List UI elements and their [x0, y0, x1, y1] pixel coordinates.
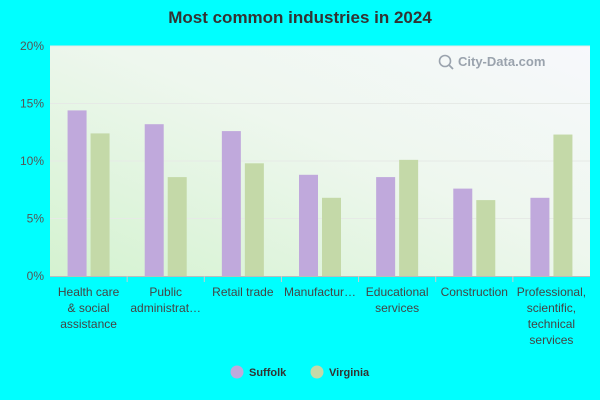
- x-tick-label: Professional, scientific, technical service…: [517, 285, 586, 347]
- x-tick-label: Construction: [441, 285, 508, 299]
- x-tick-label: Manufactur…: [284, 285, 356, 299]
- chart-title: Most common industries in 2024: [168, 8, 432, 27]
- y-tick-label: 20%: [20, 39, 44, 53]
- bar-suffolk-3: [299, 174, 318, 276]
- axes: 0% 5% 10% 15% 20% Health care & social assistan…: [20, 39, 590, 347]
- y-tick-label: 5%: [27, 212, 45, 226]
- legend-label-suffolk: Suffolk: [249, 367, 287, 379]
- x-tick-label: Public administrat…: [130, 285, 201, 315]
- x-tick-label: Retail trade: [212, 285, 274, 299]
- bar-suffolk-4: [376, 177, 396, 276]
- bars: [67, 110, 573, 277]
- legend-marker-suffolk: [230, 365, 244, 379]
- bar-virginia-3: [322, 197, 341, 276]
- bar-suffolk-1: [144, 124, 164, 276]
- y-tick-label: 15%: [20, 97, 44, 111]
- svg-text:City-Data.com: City-Data.com: [458, 54, 545, 69]
- legend-marker-virginia: [310, 365, 324, 379]
- y-tick-label: 0%: [27, 269, 45, 283]
- bar-suffolk-5: [453, 188, 473, 276]
- bar-suffolk-0: [67, 110, 87, 277]
- bar-virginia-0: [90, 133, 110, 276]
- bar-virginia-6: [553, 134, 573, 276]
- x-tick-label: Educational services: [366, 285, 429, 315]
- bar-virginia-2: [244, 163, 264, 276]
- watermark: City-Data.com: [438, 54, 545, 70]
- bar-virginia-5: [476, 200, 496, 276]
- y-tick-label: 10%: [20, 154, 44, 168]
- legend-label-virginia: Virginia: [329, 367, 370, 379]
- x-tick-label: Health care & social assistance: [58, 285, 120, 331]
- bar-virginia-4: [399, 159, 419, 276]
- legend: Suffolk Virginia: [230, 365, 370, 379]
- bar-virginia-1: [167, 177, 187, 276]
- bar-suffolk-6: [530, 197, 550, 276]
- gridlines: [50, 45, 590, 219]
- bar-suffolk-2: [221, 131, 241, 276]
